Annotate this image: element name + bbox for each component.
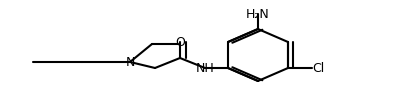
Text: N: N [125,56,135,68]
Text: NH: NH [196,62,214,74]
Text: O: O [175,36,185,48]
Text: H₂N: H₂N [246,7,270,21]
Text: Cl: Cl [312,62,324,74]
